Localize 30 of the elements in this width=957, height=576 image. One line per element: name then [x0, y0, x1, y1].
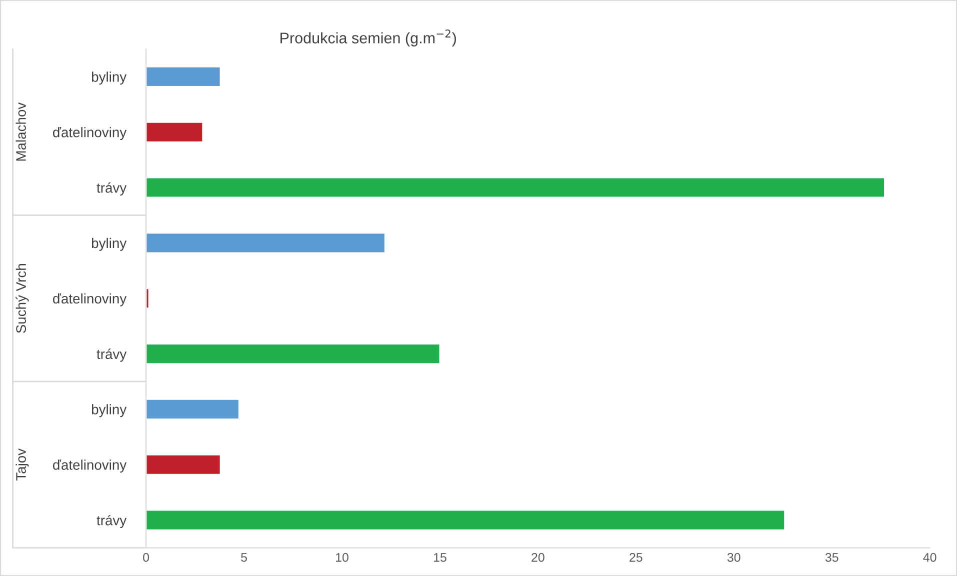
text: Malachov: [16, 102, 26, 161]
x-tick-label: 15: [434, 553, 446, 562]
x-tick-label: 20: [532, 552, 544, 562]
x-tick-label: 25: [630, 552, 642, 562]
x-tick-label: 35: [825, 552, 838, 562]
chart-title: Produkcia semien (g.m$^{−2}$): [280, 30, 456, 46]
x-tick-label: 40: [923, 552, 936, 562]
bar: [146, 509, 786, 531]
y-tick-label: ďatelinoviny: [53, 127, 127, 140]
x-tick-label: 10: [336, 552, 348, 562]
bar: [146, 454, 222, 476]
y-tick-label: trávy: [96, 348, 127, 362]
y-tick-label: byliny: [92, 404, 127, 418]
y-tick-label: ďatelinoviny: [53, 460, 127, 473]
text: Tajov: [16, 448, 29, 481]
bar: [146, 66, 222, 88]
x-tick-label: 5: [241, 553, 247, 562]
bar: [146, 121, 204, 143]
y-tick-label: byliny: [92, 238, 127, 251]
y-tick-label: trávy: [96, 182, 127, 196]
y-tick-label: byliny: [92, 72, 127, 85]
y-tick-label: trávy: [96, 514, 127, 528]
bar: [146, 343, 441, 364]
y-tick-label: ďatelinoviny: [53, 293, 127, 306]
bar: [146, 398, 240, 420]
x-tick-label: 0: [143, 552, 150, 562]
text: Suchý Vrch: [16, 264, 29, 333]
x-tick-label: 30: [727, 552, 740, 562]
bar: [146, 176, 886, 198]
bar: [146, 232, 386, 254]
